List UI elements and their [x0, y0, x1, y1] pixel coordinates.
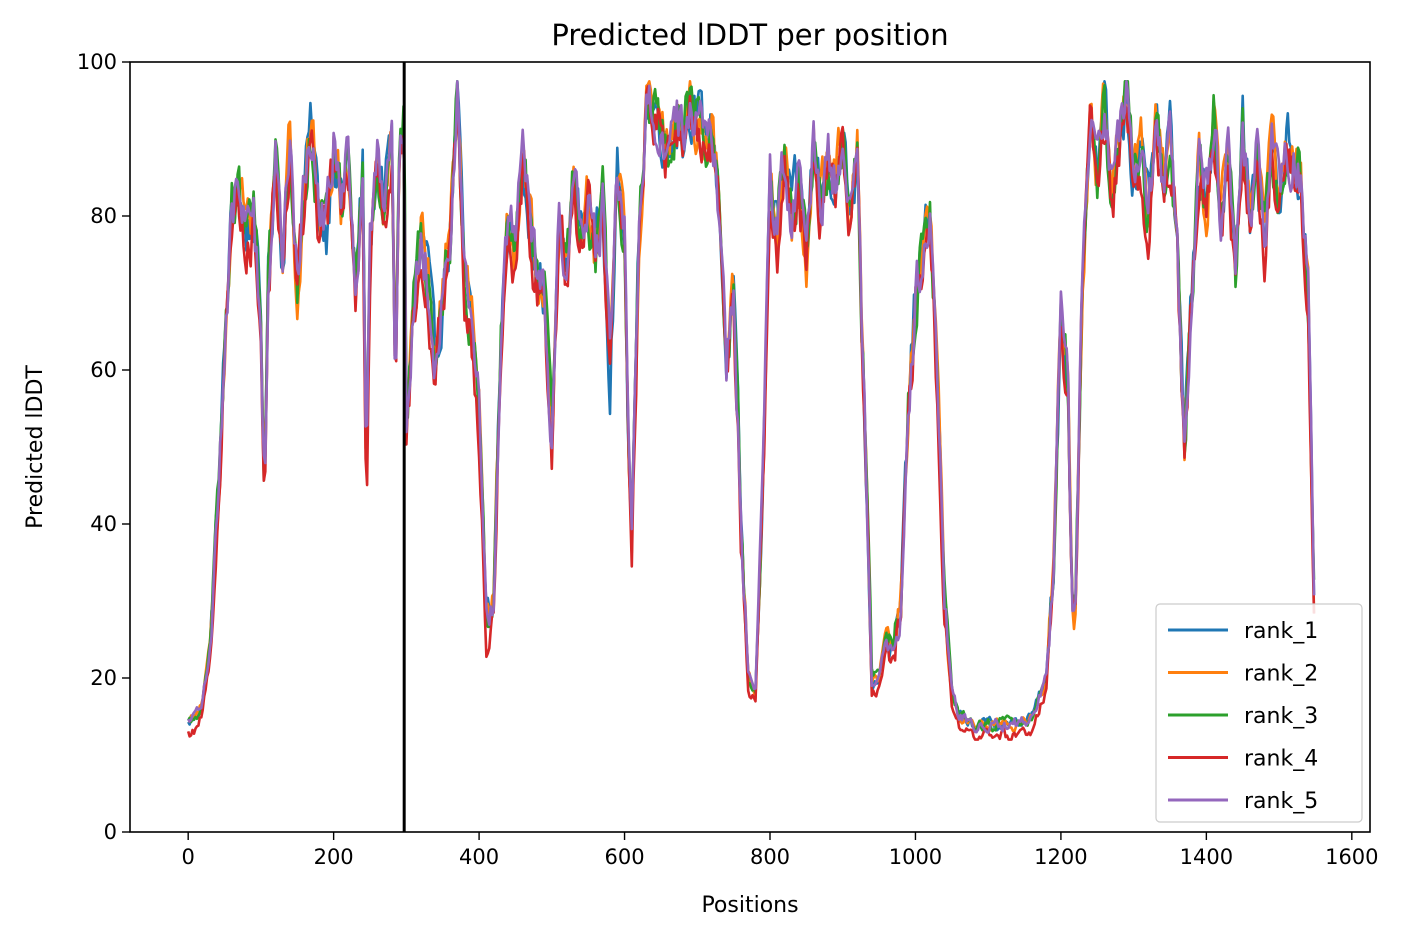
legend-label-rank_1: rank_1 — [1244, 619, 1318, 644]
plot-frame — [129, 61, 1371, 833]
chart-title: Predicted lDDT per position — [551, 18, 948, 52]
y-axis-label: Predicted lDDT — [23, 365, 48, 529]
x-tick-label: 0 — [181, 845, 194, 869]
y-tick-label: 100 — [77, 50, 117, 74]
x-tick-label: 600 — [604, 845, 644, 869]
x-tick-label: 200 — [314, 845, 354, 869]
series-line-rank_5 — [187, 80, 1316, 734]
axes-layer: 0 200 400 600 800 1000 1200 1400 1600 0 20 40 60 80 10… — [77, 50, 1379, 869]
y-tick-label: 60 — [90, 358, 117, 382]
legend-label-rank_3: rank_3 — [1244, 704, 1318, 729]
x-tick-label: 1400 — [1180, 845, 1233, 869]
series-layer — [186, 80, 1316, 741]
legend-box — [1155, 603, 1363, 823]
x-tick-label: 1000 — [889, 845, 942, 869]
x-tick-label: 1200 — [1034, 845, 1087, 869]
y-tick-label: 40 — [90, 512, 117, 536]
legend-label-rank_2: rank_2 — [1244, 662, 1318, 687]
y-tick-label: 80 — [90, 204, 117, 228]
y-tick-label: 0 — [104, 820, 117, 844]
legend-label-rank_4: rank_4 — [1244, 747, 1318, 772]
x-axis-label: Positions — [701, 893, 798, 918]
x-tick-label: 400 — [459, 845, 499, 869]
x-tick-label: 800 — [750, 845, 790, 869]
legend: rank_1 rank_2 rank_3 rank_4 rank_5 — [1155, 603, 1363, 823]
legend-label-rank_5: rank_5 — [1244, 789, 1318, 814]
x-tick-label: 1600 — [1325, 845, 1378, 869]
y-tick-label: 20 — [90, 666, 117, 690]
